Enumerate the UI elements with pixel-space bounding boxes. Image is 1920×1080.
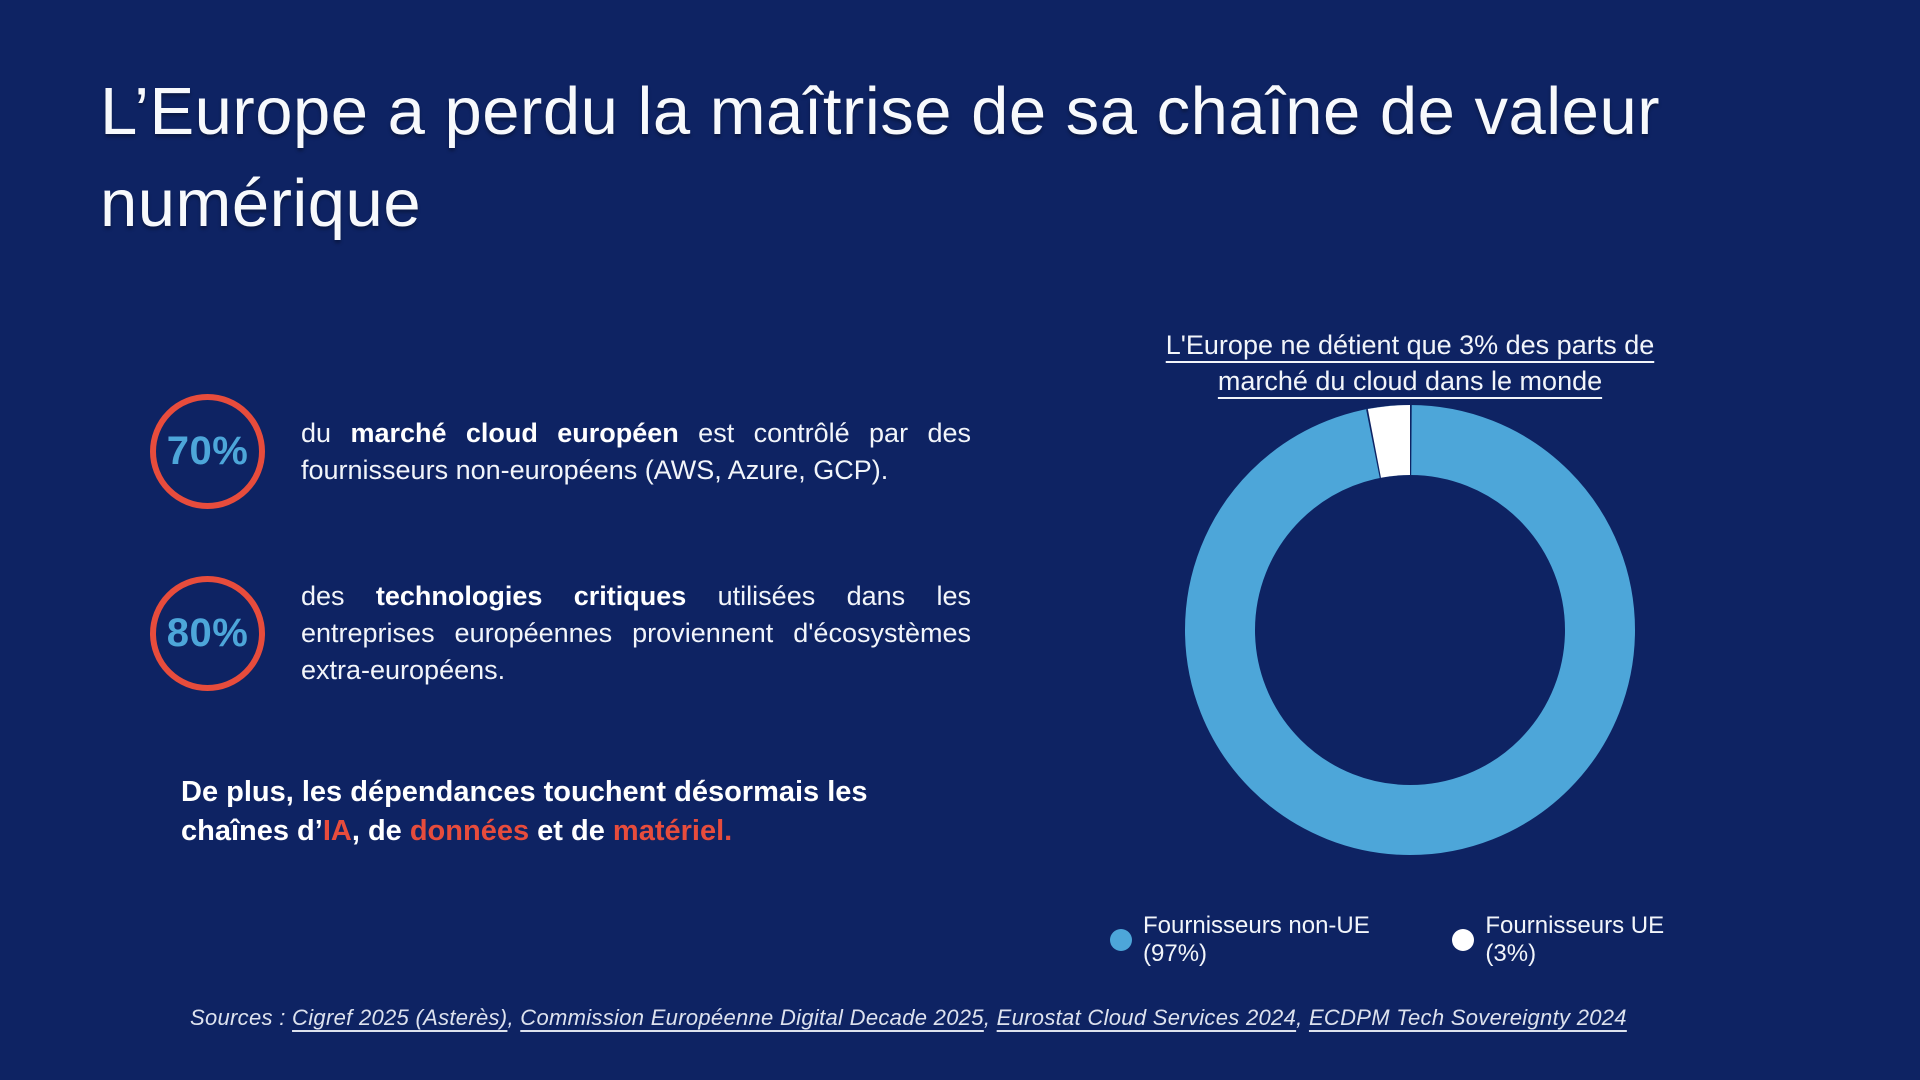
chart-title: L'Europe ne détient que 3% des parts de …: [1165, 330, 1655, 396]
sources-label: Sources :: [190, 1005, 293, 1030]
donut-slice-ue: [1185, 405, 1635, 855]
stat-value-70: 70%: [166, 429, 249, 473]
legend-item-ue: Fournisseurs UE (3%): [1452, 912, 1710, 968]
statement-segment: , de: [351, 814, 410, 847]
stat-text-cloud-prefix: du: [301, 417, 351, 448]
statement-segment: De plus, les dépendances touchent désorm…: [181, 776, 868, 847]
stat-circle-70: 70%: [150, 394, 265, 509]
stat-text-cloud: du marché cloud européen est contrôlé pa…: [301, 415, 971, 488]
sources-line: Sources : Cigref 2025 (Asterès), Commiss…: [190, 1005, 1790, 1031]
stat-circle-80: 80%: [150, 576, 265, 691]
stat-text-tech-bold: technologies critiques: [375, 581, 687, 612]
sources-separator: ,: [507, 1005, 521, 1030]
donut-ring-non-ue: [1185, 405, 1635, 855]
legend-dot-non-ue: [1110, 929, 1132, 951]
stat-row-cloud: 70% du marché cloud européen est contrôl…: [150, 394, 980, 509]
statement-highlight-donnees: données: [409, 814, 530, 847]
sources-separator: ,: [983, 1005, 997, 1030]
page-title: L’Europe a perdu la maîtrise de sa chaîn…: [100, 74, 1661, 241]
legend-label-non-ue: Fournisseurs non-UE (97%): [1143, 912, 1370, 967]
sources-separator: ,: [1296, 1005, 1309, 1030]
statement-segment: et de: [529, 814, 613, 847]
source-link-eurostat[interactable]: Eurostat Cloud Services 2024: [996, 1005, 1297, 1030]
source-link-commission[interactable]: Commission Européenne Digital Decade 202…: [520, 1005, 984, 1030]
legend-label-ue: Fournisseurs UE (3%): [1485, 912, 1665, 967]
stat-row-technologies: 80% des technologies critiques utilisées…: [150, 576, 980, 691]
stat-text-cloud-suffix: est contrôlé par des fournisseurs non-eu…: [301, 417, 971, 485]
dependencies-statement: De plus, les dépendances touchent désorm…: [181, 773, 976, 850]
stat-text-tech-suffix: utilisées dans les entreprises européenn…: [301, 581, 971, 685]
legend-dot-ue: [1452, 929, 1475, 951]
donut-chart: [1185, 405, 1635, 855]
statement-highlight-materiel: matériel.: [612, 814, 733, 847]
stat-value-80: 80%: [166, 611, 249, 655]
stat-text-cloud-bold: marché cloud européen: [350, 417, 679, 448]
legend-item-non-ue: Fournisseurs non-UE (97%): [1110, 912, 1426, 968]
donut-slice-gap: [1185, 405, 1635, 855]
source-link-cigref[interactable]: Cigref 2025 (Asterès): [292, 1005, 508, 1030]
statement-highlight-ia: IA: [322, 814, 352, 847]
stat-text-tech-prefix: des: [301, 581, 376, 612]
stat-text-technologies: des technologies critiques utilisées dan…: [301, 578, 971, 688]
chart-legend: Fournisseurs non-UE (97%) Fournisseurs U…: [1110, 912, 1710, 968]
source-link-ecdpm[interactable]: ECDPM Tech Sovereignty 2024: [1308, 1005, 1627, 1030]
